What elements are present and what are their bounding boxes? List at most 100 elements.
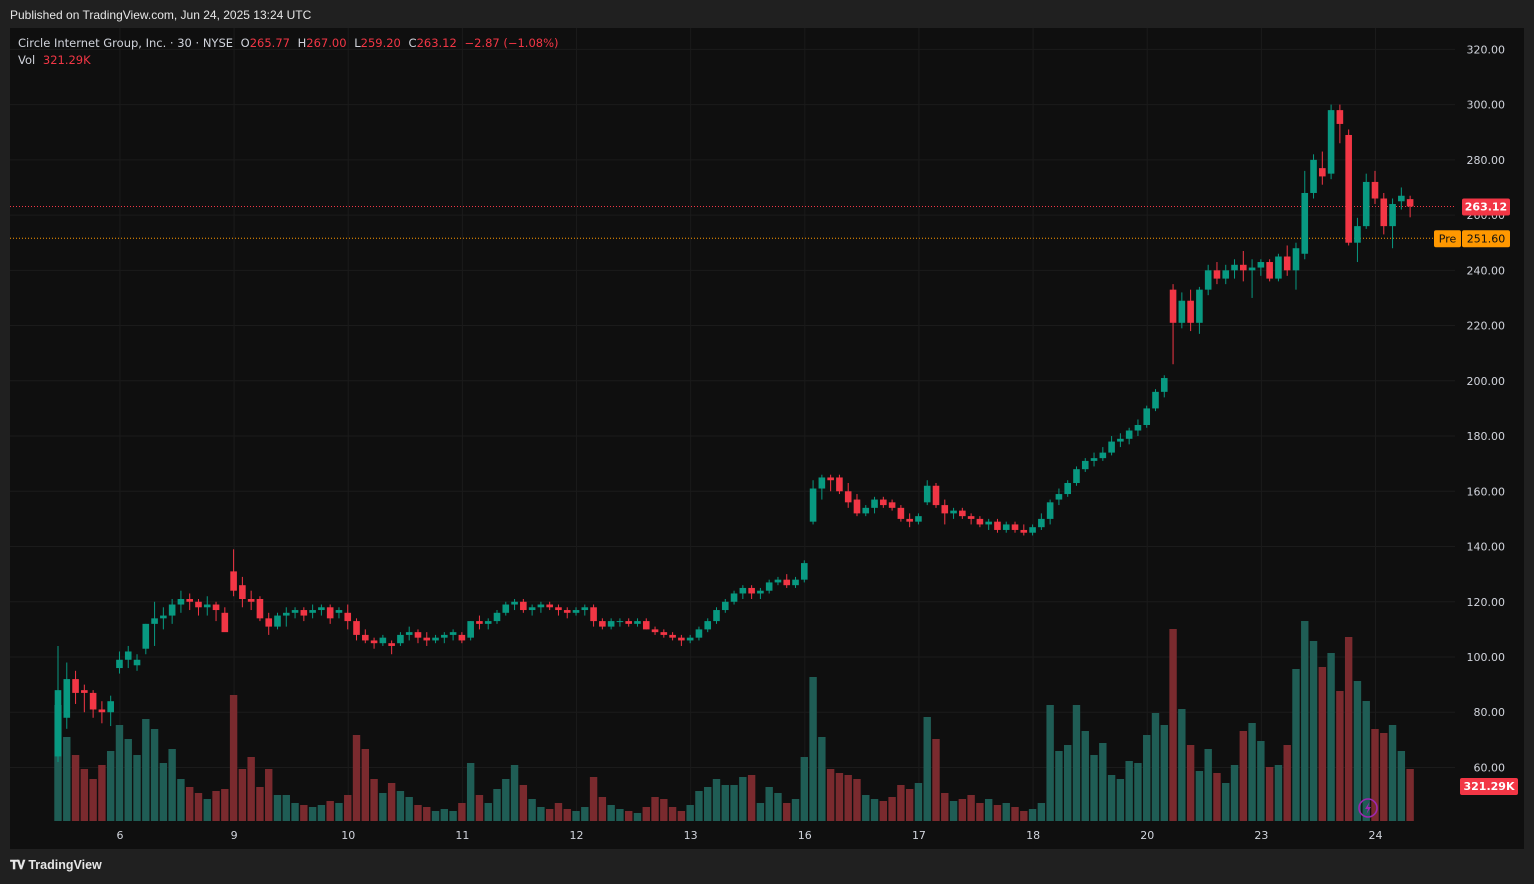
volume-bar — [870, 799, 879, 821]
volume-bar — [818, 737, 826, 821]
candle — [467, 621, 474, 641]
candle-body — [1117, 438, 1124, 442]
price-tags: 263.12 Pre 251.60 321.29K — [1358, 198, 1518, 818]
candle — [186, 593, 193, 611]
candle — [581, 604, 589, 616]
candle — [309, 604, 316, 619]
candle-body — [81, 690, 88, 693]
candle-body — [344, 612, 352, 622]
volume-bar — [1072, 705, 1081, 821]
time-tick-label: 16 — [798, 829, 812, 842]
candle — [809, 480, 817, 525]
volume-bar — [133, 755, 141, 821]
candle — [599, 618, 606, 630]
candle-body — [1169, 289, 1177, 323]
volume-bar — [563, 809, 571, 821]
volume-bar — [238, 769, 247, 821]
volume-bar — [168, 749, 176, 821]
volume-bar — [923, 717, 931, 821]
candle-body — [853, 499, 861, 514]
candle-body — [414, 632, 422, 638]
candle — [739, 585, 747, 599]
candle — [923, 480, 931, 506]
candle — [669, 632, 676, 641]
candle — [1222, 264, 1230, 285]
volume-bar — [589, 777, 598, 821]
volume-bar — [1397, 751, 1406, 821]
candle — [792, 576, 799, 588]
candle-body — [730, 593, 738, 602]
volume-bar — [484, 803, 492, 821]
time-axis[interactable]: 6 9 10 11 12 13 16 17 18 20 23 24 — [116, 829, 1382, 842]
volume-bar — [976, 803, 984, 821]
candle — [379, 634, 387, 646]
volume-bar — [1230, 765, 1239, 821]
volume-bar — [449, 811, 457, 821]
candle-body — [1257, 262, 1265, 268]
candle-body — [713, 610, 720, 622]
volume-bar — [1336, 691, 1344, 821]
candle — [203, 596, 211, 616]
candle-body — [1029, 527, 1036, 533]
price-tick-label: 300.00 — [1467, 99, 1506, 112]
change-value: −2.87 (−1.08%) — [464, 36, 559, 50]
candle — [151, 601, 158, 646]
volume-bar — [914, 783, 923, 821]
tradingview-logo[interactable]: 𝐓𝐕 TradingView — [10, 858, 102, 873]
candle — [300, 607, 308, 622]
candle-body — [994, 521, 1001, 530]
volume-bar — [704, 787, 712, 821]
volume-bar — [1099, 743, 1107, 821]
candle-body — [1240, 264, 1247, 271]
volume-bar — [177, 779, 185, 821]
lightning-icon — [1358, 798, 1378, 818]
candle — [221, 607, 229, 633]
volume-bar — [1353, 681, 1362, 821]
volume-bar — [660, 799, 668, 821]
price-tick-label: 320.00 — [1467, 43, 1506, 56]
volume-bar — [54, 705, 62, 821]
candle-body — [704, 621, 712, 630]
candle-body — [897, 507, 905, 519]
candle-body — [107, 701, 114, 713]
candle-body — [212, 604, 220, 611]
candle-body — [458, 634, 466, 641]
candle-body — [221, 612, 229, 633]
volume-bar — [984, 799, 993, 821]
price-axis[interactable]: 60.00 80.00 100.00 120.00 140.00 160.00 180.00… — [1467, 43, 1506, 774]
candle — [274, 612, 281, 630]
candle — [765, 579, 773, 594]
candle-body — [792, 579, 799, 586]
candle-body — [651, 629, 659, 633]
candle-body — [1099, 452, 1107, 459]
candle-body — [1283, 256, 1291, 271]
legend-ohlc-row: Circle Internet Group, Inc. · 30 · NYSE … — [18, 35, 559, 52]
candle — [888, 499, 896, 511]
candles — [54, 104, 1414, 762]
symbol-title[interactable]: Circle Internet Group, Inc. · 30 · NYSE — [18, 36, 234, 50]
volume-bar — [352, 735, 361, 821]
grid-lines — [10, 28, 1455, 821]
candle-body — [1108, 441, 1115, 453]
price-tick-label: 180.00 — [1467, 430, 1506, 443]
volume-bar — [730, 785, 738, 821]
candle-body — [678, 637, 685, 641]
candle — [721, 598, 729, 613]
candle-body — [915, 516, 922, 522]
candle-body — [247, 598, 255, 602]
volume-bar — [1204, 749, 1212, 821]
candle-body — [1143, 408, 1151, 425]
candle — [256, 596, 264, 622]
candle — [959, 507, 966, 519]
volume-bar — [317, 805, 326, 821]
candle-body — [195, 601, 202, 608]
candle — [774, 576, 782, 586]
volume-bar — [1002, 803, 1010, 821]
volume-bar — [598, 797, 607, 821]
candle-body — [1275, 256, 1282, 279]
volume-bar — [1151, 713, 1160, 821]
candle-body — [230, 571, 237, 591]
volume-label[interactable]: Vol — [18, 53, 36, 67]
candle — [247, 590, 255, 611]
